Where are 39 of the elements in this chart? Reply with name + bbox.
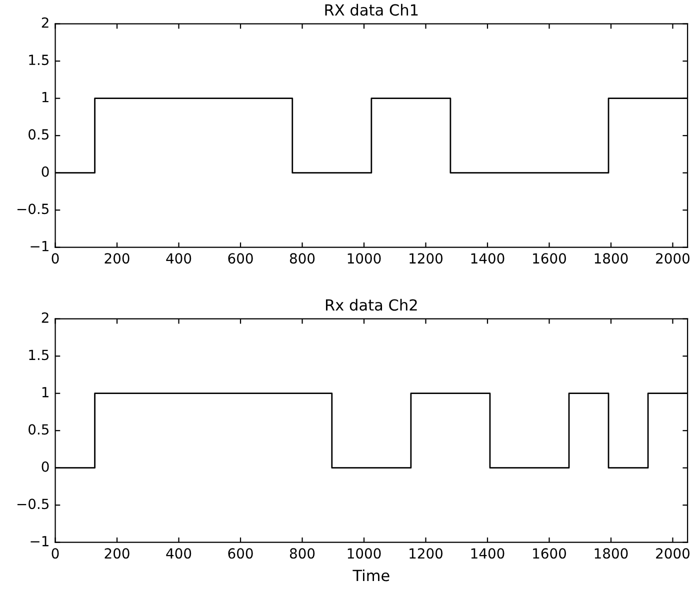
- y-tick-label: −0.5: [17, 204, 49, 214]
- x-tick-label: 1800: [594, 253, 628, 264]
- x-tick-label: 200: [104, 253, 130, 264]
- y-tick-label: 1: [42, 387, 48, 398]
- y-tick-label: 0.5: [28, 424, 49, 435]
- x-tick-label: 1200: [410, 253, 442, 264]
- y-tick-label: 0.5: [28, 129, 49, 140]
- y-tick-label: 0: [42, 166, 49, 177]
- y-tick-label: 1.5: [29, 54, 49, 66]
- x-axis-title: Time: [352, 569, 390, 582]
- x-tick-label: 200: [104, 548, 130, 559]
- chart-title: RX data Ch1: [325, 4, 418, 16]
- y-tick-label: −1: [30, 241, 48, 252]
- y-tick-label: 1.5: [29, 350, 49, 360]
- y-tick-label: 2: [42, 312, 48, 323]
- x-tick-label: 0: [52, 253, 59, 264]
- x-tick-label: 1800: [594, 548, 628, 559]
- x-tick-label: 1600: [533, 548, 566, 559]
- x-tick-label: 0: [52, 548, 59, 559]
- x-tick-label: 600: [228, 548, 253, 559]
- y-tick-label: 2: [42, 17, 48, 28]
- y-tick-label: 1: [42, 92, 48, 102]
- x-tick-label: 2000: [656, 253, 690, 264]
- x-tick-label: 1400: [471, 253, 504, 264]
- x-tick-label: 1000: [348, 253, 381, 264]
- x-tick-label: 1600: [533, 253, 566, 264]
- x-tick-label: 1200: [410, 548, 442, 559]
- x-tick-label: 2000: [656, 548, 690, 559]
- x-tick-label: 800: [290, 548, 315, 559]
- x-tick-label: 800: [290, 253, 315, 264]
- x-tick-label: 400: [166, 548, 192, 559]
- x-tick-label: 400: [166, 253, 192, 264]
- chart-title: Rx data Ch2: [326, 298, 417, 311]
- y-tick-label: −1: [30, 536, 48, 546]
- x-tick-label: 1400: [471, 548, 504, 559]
- y-tick-label: 0: [42, 461, 49, 472]
- y-tick-label: −0.5: [17, 498, 49, 510]
- x-tick-label: 1000: [348, 548, 381, 559]
- x-tick-label: 600: [228, 253, 253, 264]
